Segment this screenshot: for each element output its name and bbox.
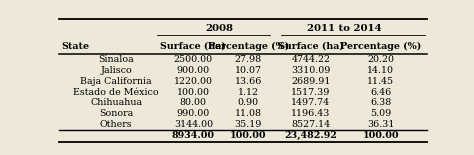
Text: Percentage (%): Percentage (%) bbox=[340, 42, 421, 51]
Text: Sonora: Sonora bbox=[99, 109, 133, 118]
Text: 80.00: 80.00 bbox=[180, 98, 207, 107]
Text: 2500.00: 2500.00 bbox=[174, 55, 213, 64]
Text: 23,482.92: 23,482.92 bbox=[284, 131, 337, 140]
Text: 2689.91: 2689.91 bbox=[291, 77, 330, 86]
Text: 14.10: 14.10 bbox=[367, 66, 394, 75]
Text: 5.09: 5.09 bbox=[370, 109, 392, 118]
Text: 1497.74: 1497.74 bbox=[292, 98, 330, 107]
Text: 900.00: 900.00 bbox=[177, 66, 210, 75]
Text: 10.07: 10.07 bbox=[235, 66, 262, 75]
Text: 1196.43: 1196.43 bbox=[291, 109, 330, 118]
Text: 3310.09: 3310.09 bbox=[291, 66, 330, 75]
Text: Percentage (%): Percentage (%) bbox=[208, 42, 289, 51]
Text: 36.31: 36.31 bbox=[367, 120, 394, 129]
Text: 100.00: 100.00 bbox=[363, 131, 399, 140]
Text: 2011 to 2014: 2011 to 2014 bbox=[307, 24, 381, 33]
Text: 1220.00: 1220.00 bbox=[174, 77, 213, 86]
Text: 8527.14: 8527.14 bbox=[292, 120, 330, 129]
Text: 2008: 2008 bbox=[205, 24, 233, 33]
Text: 13.66: 13.66 bbox=[235, 77, 262, 86]
Text: 1517.39: 1517.39 bbox=[291, 88, 330, 97]
Text: 6.46: 6.46 bbox=[370, 88, 392, 97]
Text: 1.12: 1.12 bbox=[238, 88, 259, 97]
Text: Jalisco: Jalisco bbox=[100, 66, 132, 75]
Text: Estado de México: Estado de México bbox=[73, 88, 159, 97]
Text: 4744.22: 4744.22 bbox=[292, 55, 330, 64]
Text: Chihuahua: Chihuahua bbox=[90, 98, 142, 107]
Text: Others: Others bbox=[100, 120, 133, 129]
Text: 8934.00: 8934.00 bbox=[172, 131, 215, 140]
Text: Baja California: Baja California bbox=[81, 77, 152, 86]
Text: 11.08: 11.08 bbox=[235, 109, 262, 118]
Text: State: State bbox=[61, 42, 89, 51]
Text: 35.19: 35.19 bbox=[235, 120, 262, 129]
Text: 27.98: 27.98 bbox=[235, 55, 262, 64]
Text: 11.45: 11.45 bbox=[367, 77, 394, 86]
Text: Surface (ha): Surface (ha) bbox=[278, 42, 344, 51]
Text: Surface (ha): Surface (ha) bbox=[160, 42, 226, 51]
Text: 20.20: 20.20 bbox=[367, 55, 394, 64]
Text: 6.38: 6.38 bbox=[370, 98, 392, 107]
Text: 100.00: 100.00 bbox=[177, 88, 210, 97]
Text: 3144.00: 3144.00 bbox=[174, 120, 213, 129]
Text: 990.00: 990.00 bbox=[177, 109, 210, 118]
Text: 100.00: 100.00 bbox=[230, 131, 267, 140]
Text: 0.90: 0.90 bbox=[238, 98, 259, 107]
Text: Sinaloa: Sinaloa bbox=[98, 55, 134, 64]
